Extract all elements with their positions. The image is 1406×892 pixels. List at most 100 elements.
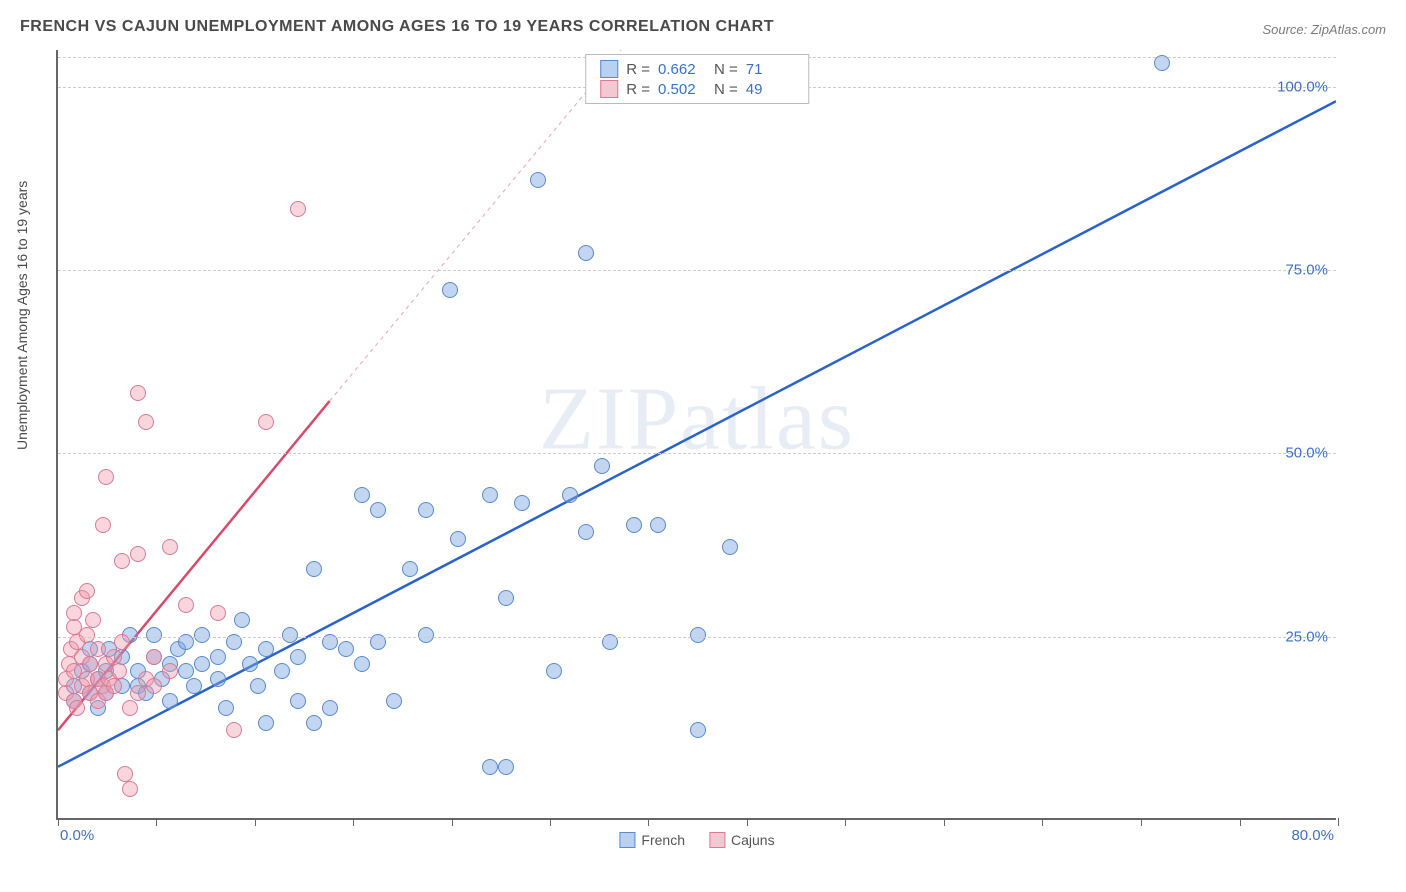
data-point: [386, 693, 402, 709]
data-point: [162, 539, 178, 555]
watermark: ZIPatlas: [539, 367, 855, 470]
x-tick: [452, 818, 453, 826]
legend-item: French: [619, 832, 685, 848]
y-tick-label: 75.0%: [1285, 262, 1328, 279]
data-point: [482, 759, 498, 775]
data-point: [210, 649, 226, 665]
data-point: [690, 722, 706, 738]
legend-swatch: [619, 832, 635, 848]
data-point: [626, 517, 642, 533]
data-point: [546, 663, 562, 679]
data-point: [578, 245, 594, 261]
data-point: [450, 531, 466, 547]
data-point: [146, 678, 162, 694]
data-point: [530, 172, 546, 188]
data-point: [722, 539, 738, 555]
data-point: [418, 502, 434, 518]
legend-item: Cajuns: [709, 832, 775, 848]
data-point: [210, 605, 226, 621]
data-point: [290, 649, 306, 665]
legend-swatch: [709, 832, 725, 848]
x-tick: [156, 818, 157, 826]
correlation-stats-box: R =0.662N =71R =0.502N =49: [585, 54, 809, 104]
gridline: [58, 637, 1336, 638]
stats-swatch: [600, 60, 618, 78]
x-tick: [1338, 818, 1339, 826]
data-point: [122, 700, 138, 716]
data-point: [130, 385, 146, 401]
data-point: [442, 282, 458, 298]
x-tick: [353, 818, 354, 826]
data-point: [122, 781, 138, 797]
data-point: [130, 685, 146, 701]
data-point: [162, 663, 178, 679]
data-point: [250, 678, 266, 694]
y-axis-label: Unemployment Among Ages 16 to 19 years: [14, 181, 30, 450]
n-value: 49: [746, 81, 794, 98]
plot-area: ZIPatlas 25.0%50.0%75.0%100.0% 0.0% 80.0…: [56, 50, 1336, 820]
data-point: [482, 487, 498, 503]
r-label: R =: [626, 61, 650, 78]
data-point: [258, 414, 274, 430]
data-point: [562, 487, 578, 503]
data-point: [354, 656, 370, 672]
data-point: [498, 590, 514, 606]
data-point: [79, 583, 95, 599]
data-point: [514, 495, 530, 511]
data-point: [402, 561, 418, 577]
data-point: [354, 487, 370, 503]
data-point: [258, 641, 274, 657]
data-point: [306, 561, 322, 577]
x-tick: [845, 818, 846, 826]
data-point: [194, 627, 210, 643]
data-point: [186, 678, 202, 694]
data-point: [106, 678, 122, 694]
data-point: [79, 627, 95, 643]
data-point: [66, 605, 82, 621]
x-tick: [58, 818, 59, 826]
chart-svg: [58, 50, 1336, 818]
data-point: [98, 469, 114, 485]
data-point: [210, 671, 226, 687]
data-point: [82, 656, 98, 672]
data-point: [85, 612, 101, 628]
data-point: [178, 597, 194, 613]
data-point: [146, 649, 162, 665]
data-point: [290, 201, 306, 217]
data-point: [130, 546, 146, 562]
x-tick: [1240, 818, 1241, 826]
r-value: 0.662: [658, 61, 706, 78]
data-point: [690, 627, 706, 643]
data-point: [290, 693, 306, 709]
x-tick: [1042, 818, 1043, 826]
x-tick: [1141, 818, 1142, 826]
data-point: [234, 612, 250, 628]
data-point: [106, 649, 122, 665]
data-point: [258, 715, 274, 731]
stats-row: R =0.662N =71: [600, 59, 794, 79]
data-point: [226, 722, 242, 738]
x-tick: [944, 818, 945, 826]
gridline: [58, 270, 1336, 271]
data-point: [117, 766, 133, 782]
stats-swatch: [600, 80, 618, 98]
data-point: [594, 458, 610, 474]
data-point: [498, 759, 514, 775]
data-point: [306, 715, 322, 731]
data-point: [338, 641, 354, 657]
x-tick: [747, 818, 748, 826]
data-point: [242, 656, 258, 672]
data-point: [370, 502, 386, 518]
series-legend: French Cajuns: [619, 832, 774, 848]
data-point: [322, 700, 338, 716]
r-value: 0.502: [658, 81, 706, 98]
y-tick-label: 50.0%: [1285, 445, 1328, 462]
data-point: [650, 517, 666, 533]
x-tick: [550, 818, 551, 826]
data-point: [90, 641, 106, 657]
legend-label: French: [641, 832, 685, 848]
data-point: [578, 524, 594, 540]
x-axis-min-label: 0.0%: [60, 827, 94, 844]
data-point: [194, 656, 210, 672]
n-value: 71: [746, 61, 794, 78]
